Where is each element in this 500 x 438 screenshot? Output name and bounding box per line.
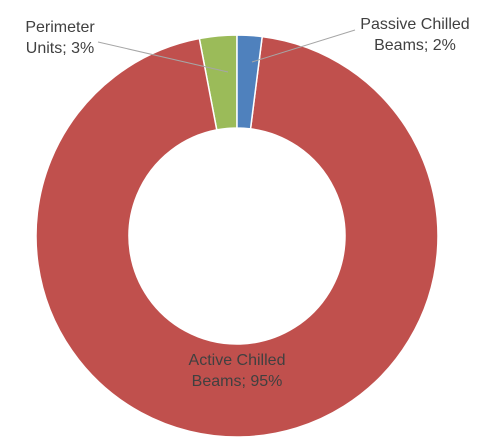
data-label: Active Chilled Beams; 95% (188, 352, 286, 390)
data-label: Passive Chilled Beams; 2% (360, 16, 470, 54)
leader-line (251, 29, 356, 63)
donut-slice (35, 35, 439, 438)
data-label: Perimeter Units; 3% (25, 19, 95, 57)
leader-line (97, 41, 229, 73)
donut-slice (236, 34, 264, 130)
